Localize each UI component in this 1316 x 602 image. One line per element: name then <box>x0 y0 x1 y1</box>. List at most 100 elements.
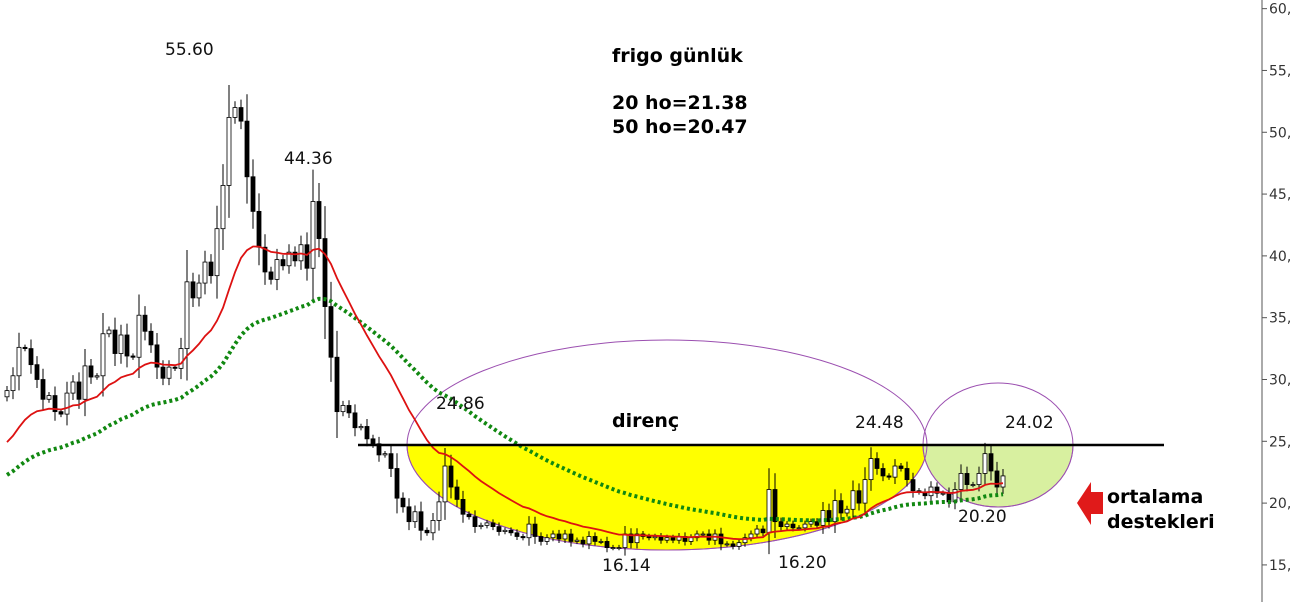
ma50-line <box>5 296 1004 523</box>
candle <box>184 249 190 381</box>
y-tick-label: 50, <box>1269 125 1291 141</box>
candle <box>130 353 136 360</box>
candle <box>46 392 52 403</box>
candle <box>466 511 472 520</box>
candle <box>340 400 346 417</box>
candle <box>70 375 76 400</box>
candle <box>208 254 214 284</box>
level-label-1: 24.86 <box>436 394 485 414</box>
moving-averages <box>5 245 1004 541</box>
candle <box>832 489 838 533</box>
candle <box>280 254 286 271</box>
candle <box>220 164 226 251</box>
y-tick-label: 60, <box>1269 2 1291 18</box>
candle <box>874 452 880 475</box>
candle <box>868 447 874 491</box>
candle <box>334 330 340 438</box>
candle <box>508 527 514 536</box>
candle <box>484 519 490 529</box>
candle <box>142 306 148 341</box>
candle <box>490 519 496 531</box>
candle <box>532 516 538 544</box>
candle <box>922 488 928 500</box>
candle <box>418 501 424 541</box>
candle <box>64 381 70 426</box>
candle <box>106 326 112 338</box>
candle <box>994 461 1000 497</box>
candle <box>448 454 454 499</box>
callout-line-2: destekleri <box>1107 511 1215 533</box>
candle <box>304 232 310 281</box>
candle <box>394 453 400 514</box>
chart-title: frigo günlük <box>612 45 743 67</box>
candle <box>814 518 820 529</box>
candle <box>724 541 730 547</box>
candle <box>262 234 268 285</box>
candle <box>520 533 526 541</box>
candle <box>310 169 316 301</box>
candle <box>562 529 568 544</box>
candle <box>286 244 292 274</box>
candle <box>736 539 742 550</box>
callout-line-1: ortalama <box>1107 486 1203 508</box>
candle <box>550 530 556 542</box>
candle <box>406 498 412 531</box>
candle <box>478 522 484 530</box>
candle <box>10 367 16 400</box>
upper-mask <box>0 0 1316 444</box>
candle <box>784 521 790 530</box>
candle <box>94 373 100 380</box>
candle <box>76 372 82 409</box>
candle <box>352 404 358 437</box>
candle <box>772 473 778 538</box>
candle <box>148 323 154 353</box>
candle <box>718 527 724 551</box>
candle <box>118 324 124 364</box>
candle <box>754 524 760 539</box>
candle <box>16 332 22 391</box>
candle <box>778 517 784 531</box>
y-tick-label: 55, <box>1269 63 1291 79</box>
y-tick-label: 30, <box>1269 372 1291 388</box>
candle <box>808 518 814 528</box>
candle <box>328 281 334 382</box>
candle <box>358 423 364 431</box>
candle <box>4 385 10 402</box>
y-axis: 60, 55, 50, 45, 40, 35, 30, 25, 20, 15, <box>1261 0 1291 602</box>
candle <box>424 527 430 536</box>
candle <box>604 536 610 553</box>
level-label-2: 24.48 <box>855 413 904 433</box>
candle <box>388 445 394 478</box>
candle <box>214 205 220 299</box>
candle <box>40 368 46 411</box>
candle <box>760 525 766 537</box>
high-label: 44.36 <box>284 149 333 169</box>
candle <box>580 536 586 548</box>
candle <box>52 386 58 421</box>
candle <box>436 491 442 531</box>
candle <box>202 250 208 295</box>
candle <box>100 312 106 397</box>
candle <box>274 248 280 291</box>
candle <box>364 419 370 447</box>
candle <box>730 540 736 550</box>
candle <box>178 337 184 380</box>
candle <box>322 206 328 340</box>
candle <box>634 528 640 549</box>
ma20-line <box>6 245 1004 541</box>
candle <box>346 400 352 419</box>
candle <box>910 472 916 498</box>
candle <box>886 473 892 480</box>
candle <box>316 182 322 258</box>
candle <box>382 450 388 458</box>
candle <box>844 505 850 517</box>
low-label-1: 16.14 <box>602 556 651 576</box>
candle <box>862 467 868 516</box>
candle <box>898 463 904 472</box>
candle <box>1000 469 1006 494</box>
arrow-left-icon <box>1077 482 1103 525</box>
candle <box>820 501 826 534</box>
candle <box>982 442 988 485</box>
candle <box>232 101 238 124</box>
candle <box>958 464 964 499</box>
